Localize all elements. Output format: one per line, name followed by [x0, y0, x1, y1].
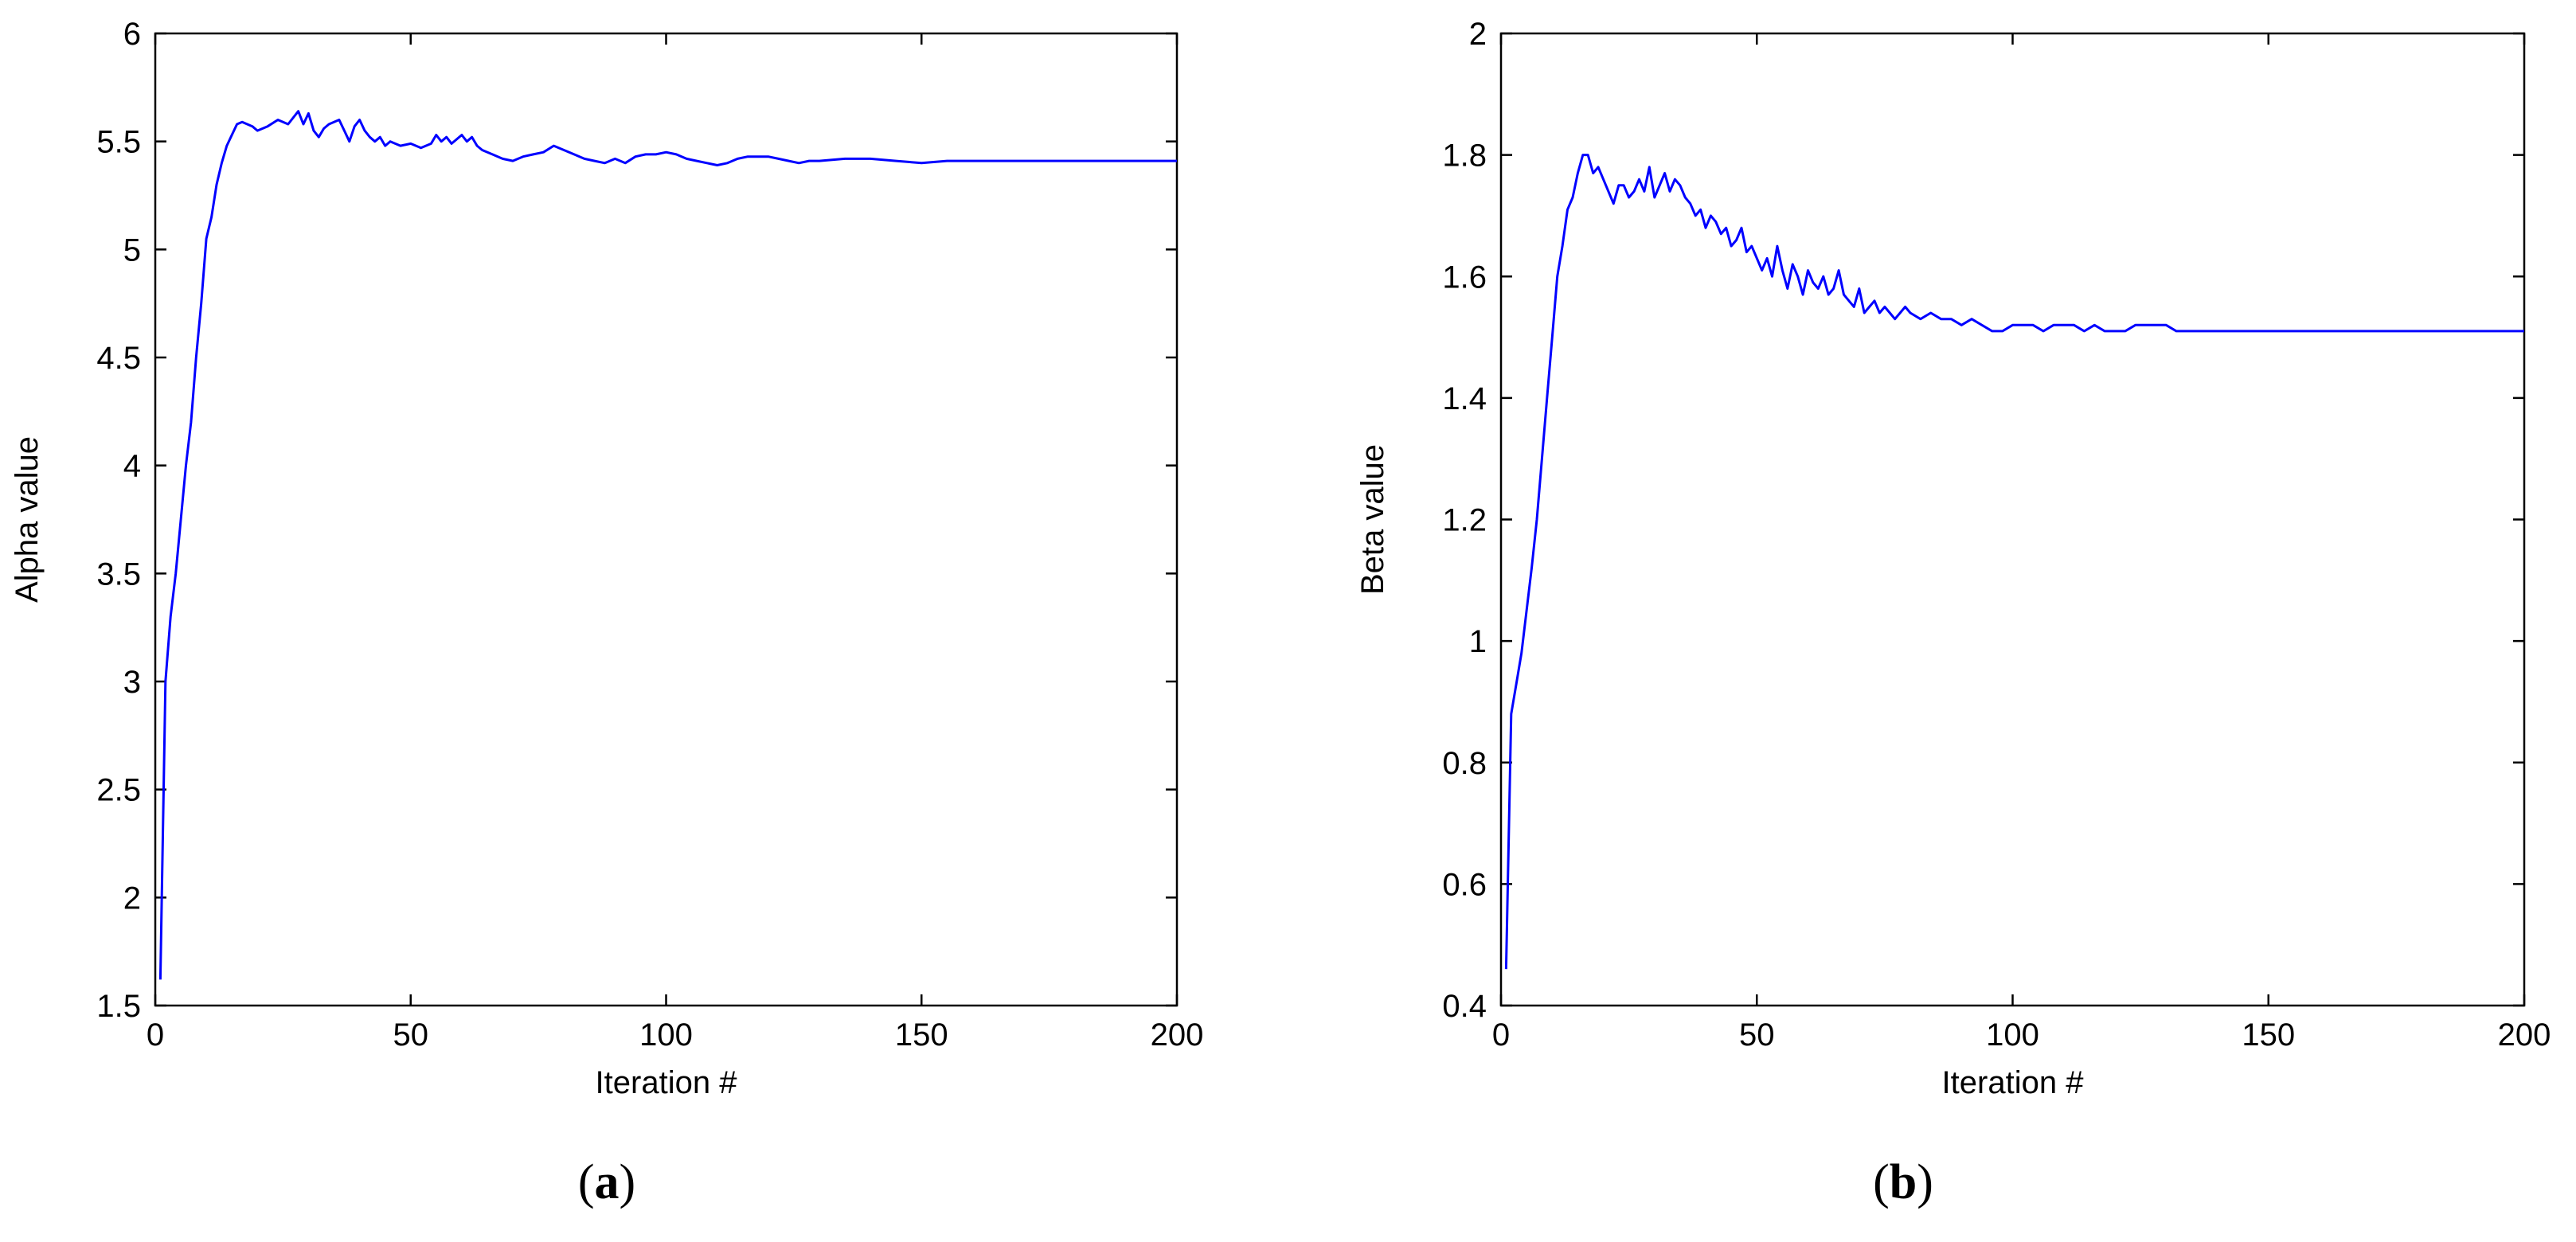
y-tick-label: 4	[123, 449, 141, 484]
x-axis-label: Iteration #	[596, 1065, 738, 1100]
axes-box	[1499, 32, 2526, 1007]
y-tick-label: 1.4	[1442, 381, 1487, 416]
y-tick-label: 2.5	[96, 773, 141, 808]
panel-caption-letter: b	[1890, 1155, 1917, 1209]
tick-label-group: 0 50 100 150 200 1.5 2 2.5 3 3.5 4 4.5 5 5.5 6	[96, 17, 1203, 1053]
x-tick-label: 0	[147, 1017, 164, 1053]
y-tick-label: 1.8	[1442, 139, 1487, 174]
y-tick-label: 1.6	[1442, 260, 1487, 295]
y-tick-label: 2	[1469, 17, 1487, 52]
x-tick-label: 200	[1151, 1017, 1204, 1053]
y-tick-label: 3.5	[96, 557, 141, 592]
tick-group	[1499, 32, 2526, 1007]
y-tick-label: 5.5	[96, 125, 141, 160]
x-tick-label: 50	[393, 1017, 429, 1053]
y-tick-label: 0.8	[1442, 746, 1487, 781]
x-tick-label: 200	[2498, 1017, 2551, 1053]
x-tick-label: 150	[895, 1017, 948, 1053]
tick-label-group: 0 50 100 150 200 0.4 0.6 0.8 1 1.2 1.4 1.6 1.8 2	[1442, 17, 2551, 1053]
y-tick-label: 0.6	[1442, 867, 1487, 902]
y-tick-label: 1.2	[1442, 503, 1487, 538]
y-axis-label: Beta value	[1355, 444, 1390, 595]
x-tick-label: 100	[639, 1017, 693, 1053]
chart-panel-b: 0 50 100 150 200 0.4 0.6 0.8 1 1.2 1.4 1.6 1.8 2 Iter…	[1355, 17, 2551, 1209]
chart-panel-a: 0 50 100 150 200 1.5 2 2.5 3 3.5 4 4.5 5 5.5 6 Iterati…	[10, 17, 1203, 1209]
y-tick-label: 4.5	[96, 341, 141, 376]
tick-group	[154, 32, 1179, 1007]
y-tick-label: 5	[123, 232, 141, 268]
panel-caption: (a)	[578, 1155, 635, 1209]
x-tick-label: 50	[1739, 1017, 1775, 1053]
y-tick-label: 3	[123, 665, 141, 700]
x-tick-label: 0	[1492, 1017, 1510, 1053]
y-tick-label: 6	[123, 17, 141, 52]
x-tick-label: 150	[2242, 1017, 2295, 1053]
panel-caption-letter: a	[595, 1155, 620, 1209]
series-line	[1504, 154, 2524, 970]
series-line	[158, 110, 1177, 980]
x-axis-label: Iteration #	[1942, 1065, 2085, 1100]
y-tick-label: 1.5	[96, 989, 141, 1024]
x-tick-label: 100	[1986, 1017, 2039, 1053]
y-tick-label: 2	[123, 881, 141, 916]
y-axis-label: Alpha value	[10, 436, 45, 603]
panel-caption: (b)	[1873, 1155, 1933, 1209]
y-tick-label: 1	[1469, 624, 1487, 659]
axes-box	[154, 32, 1179, 1007]
y-tick-label: 0.4	[1442, 989, 1487, 1024]
